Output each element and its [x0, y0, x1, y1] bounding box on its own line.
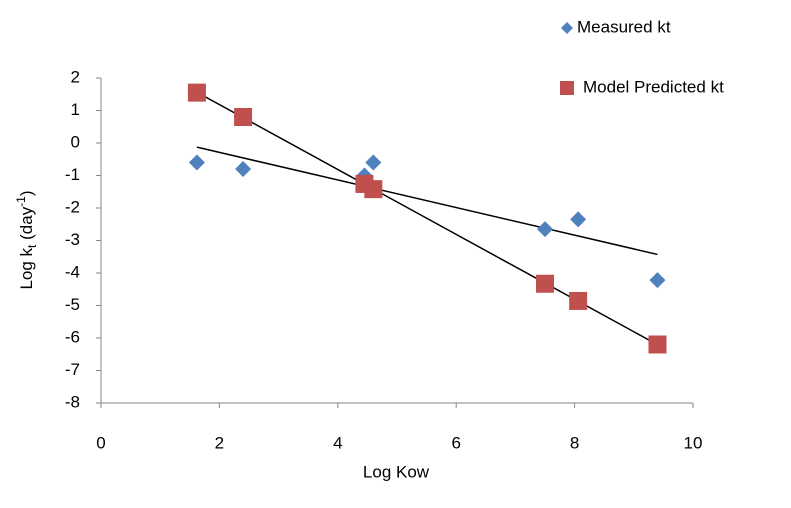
trend-line [196, 146, 658, 256]
y-tick-label: 1 [71, 100, 80, 119]
legend-marker [561, 22, 573, 34]
x-tick-label: 8 [570, 433, 579, 452]
x-tick-label: 6 [451, 433, 460, 452]
data-point [188, 154, 205, 171]
y-tick-label: -2 [65, 197, 80, 216]
y-tick-label: -5 [65, 295, 80, 314]
data-point [235, 161, 252, 177]
data-point [648, 335, 667, 354]
y-tick-label: -8 [65, 392, 80, 411]
data-point [649, 272, 666, 289]
data-point [234, 108, 253, 126]
y-axis-title-sup: -1 [14, 196, 28, 207]
legend-marker [560, 81, 574, 95]
x-axis-title: Log Kow [363, 462, 430, 481]
y-axis-title-part: Log k [17, 247, 36, 289]
y-tick-label: 0 [71, 132, 80, 151]
legend-label: Model Predicted kt [583, 77, 724, 96]
y-tick-label: -3 [65, 230, 80, 249]
data-point [569, 291, 588, 310]
x-tick-label: 4 [333, 433, 342, 452]
data-point [187, 83, 206, 102]
data-point [537, 221, 553, 238]
y-tick-label: -4 [65, 262, 80, 281]
data-point [536, 274, 554, 293]
data-point [365, 154, 382, 171]
trend-line [196, 91, 658, 346]
data-point [364, 180, 383, 199]
y-axis-title-part: ) [17, 190, 36, 196]
legend-label: Measured kt [577, 17, 671, 36]
y-axis-title: Log kt (day-1) [14, 190, 39, 289]
x-tick-label: 0 [96, 433, 105, 452]
y-axis-title-sub: t [25, 244, 39, 248]
x-tick-label: 2 [215, 433, 224, 452]
y-tick-label: -1 [65, 165, 80, 184]
data-point [570, 211, 587, 228]
y-axis-title-part: (day [17, 206, 36, 244]
x-tick-label: 10 [684, 433, 703, 452]
y-tick-label: -7 [65, 360, 80, 379]
y-tick-label: 2 [71, 67, 80, 86]
y-tick-label: -6 [65, 327, 80, 346]
